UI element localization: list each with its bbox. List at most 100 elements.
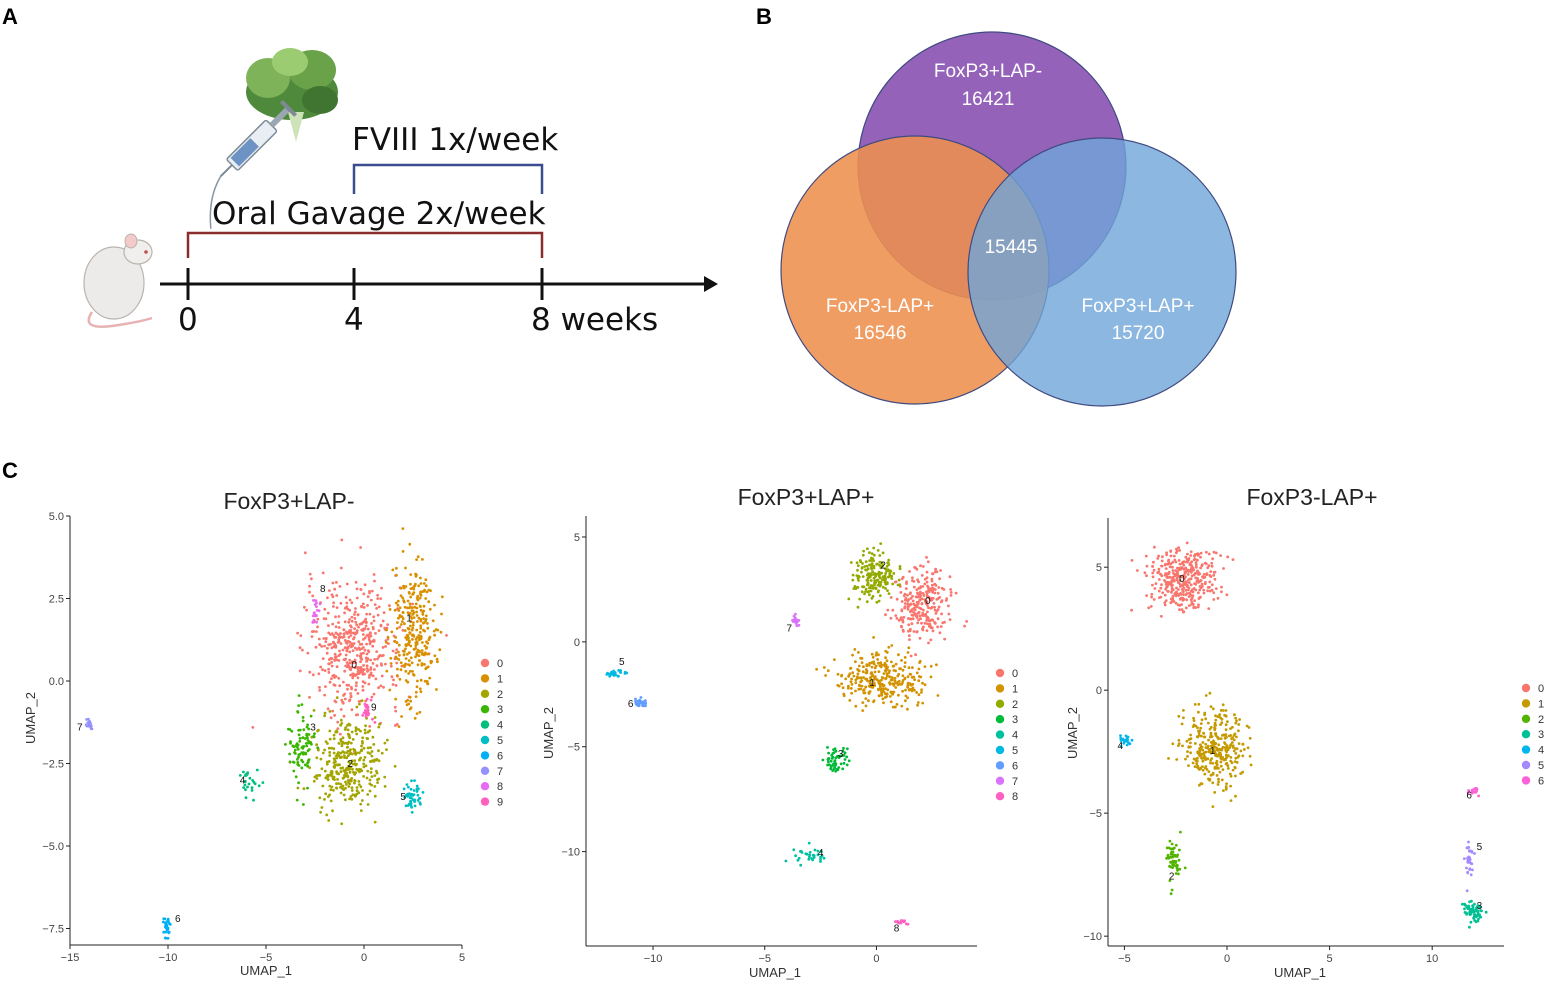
data-point [878,594,882,597]
data-point [320,767,324,771]
data-point [345,630,348,634]
data-point [860,661,864,665]
data-point [854,681,858,685]
data-point [1241,742,1245,746]
data-point [365,776,369,780]
data-point [404,793,408,797]
data-point [926,604,929,607]
data-point [909,596,913,600]
data-point [1191,725,1195,728]
data-point [354,726,358,730]
data-point [1174,843,1178,847]
y-tick-label: −2.5 [42,759,64,771]
data-point [867,692,871,695]
data-point [796,858,800,862]
legend-label: 0 [497,658,503,670]
data-point [435,688,438,691]
data-point [1208,589,1212,593]
cluster-label: 7 [787,623,793,634]
data-point [404,647,407,651]
data-point [1197,553,1201,556]
data-point [1224,709,1228,712]
cluster-label: 6 [175,914,181,925]
data-point [1466,791,1470,795]
data-point [1217,743,1221,747]
data-point [328,710,332,713]
cluster-label: 3 [1477,901,1483,912]
data-point [399,661,403,665]
data-point [916,611,920,615]
legend-label: 4 [1012,730,1018,742]
data-point [934,622,937,625]
data-point [296,758,299,761]
data-point [332,761,336,764]
data-point [413,584,417,588]
data-point [872,636,875,639]
data-point [900,704,904,708]
data-point [885,674,889,678]
data-point [1196,605,1200,609]
data-point [440,595,444,599]
data-point [375,607,378,610]
data-point [1468,849,1471,853]
data-point [1201,748,1205,752]
data-point [903,677,907,681]
data-point [879,661,883,665]
data-point [289,741,292,745]
umap-title: FoxP3+LAP+ [738,484,875,510]
data-point [906,696,909,700]
data-point [919,607,923,611]
data-point [373,785,377,788]
data-point [811,853,815,857]
data-point [1193,572,1197,575]
data-point [349,779,353,783]
data-point [413,605,417,609]
data-point [855,586,859,589]
data-point [841,686,845,690]
cluster-1-points [1167,691,1253,808]
data-point [321,668,324,672]
data-point [1222,733,1225,737]
data-point [933,588,937,591]
data-point [1464,903,1467,907]
legend-label: 7 [1012,776,1018,788]
data-point [390,630,394,634]
data-point [1166,856,1170,859]
data-point [877,688,880,692]
fviii-bracket [352,163,544,194]
data-point [357,646,361,650]
data-point [808,853,812,857]
data-point [336,763,339,767]
data-point [360,605,363,609]
data-point [903,598,907,602]
data-point [298,752,302,756]
data-point [1161,555,1164,559]
data-point [1223,741,1226,744]
data-point [340,538,344,542]
data-point [917,667,921,671]
x-tick-label: 0 [1224,953,1230,965]
data-point [849,680,853,684]
data-point [1470,790,1474,794]
data-point [309,714,313,718]
data-point [372,760,376,763]
data-point [1187,570,1190,573]
data-point [399,623,403,626]
data-point [302,787,306,791]
data-point [298,669,302,673]
data-point [397,643,401,647]
data-point [1174,569,1178,573]
data-point [1194,606,1198,609]
data-point [840,673,844,677]
data-point [344,780,347,784]
data-point [920,688,923,692]
data-point [857,579,860,582]
data-point [879,580,883,584]
data-point [916,600,920,604]
data-point [422,604,426,608]
data-point [326,742,329,745]
data-point [1206,566,1210,570]
data-point [1187,595,1191,598]
data-point [345,582,349,586]
data-point [335,594,339,597]
